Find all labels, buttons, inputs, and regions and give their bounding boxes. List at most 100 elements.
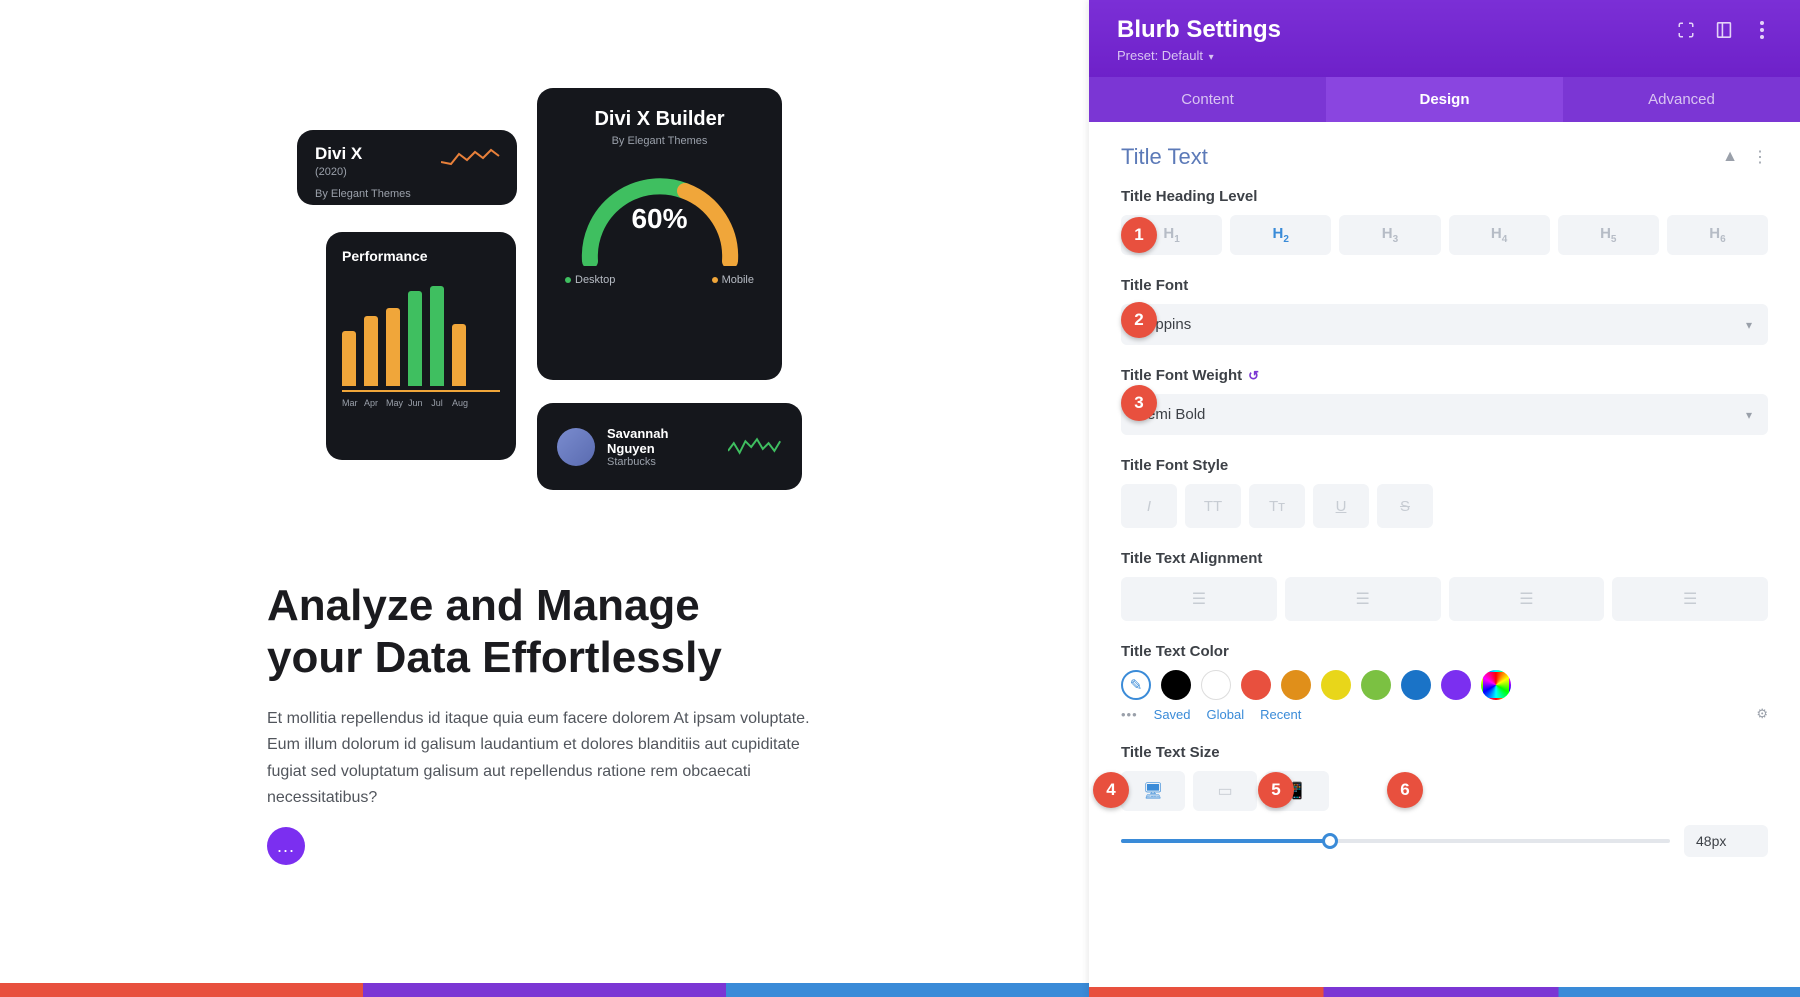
- main-heading: Analyze and Manage your Data Effortlessl…: [267, 580, 797, 684]
- panel-tabs: Content Design Advanced: [1089, 77, 1800, 122]
- more-menu-icon[interactable]: [1752, 20, 1772, 40]
- device-desktop-icon[interactable]: 🖥: [1121, 771, 1185, 811]
- step-marker-6: 6: [1387, 772, 1423, 808]
- step-marker-5: 5: [1258, 772, 1294, 808]
- main-paragraph: Et mollitia repellendus id itaque quia e…: [267, 706, 817, 812]
- title-text-size-label: Title Text Size: [1121, 744, 1768, 761]
- field-title-font-weight: Title Font Weight ↺ Semi Bold ▾: [1121, 367, 1768, 435]
- device-tablet-icon[interactable]: ▭: [1193, 771, 1257, 811]
- color-swatch-orange[interactable]: [1281, 670, 1311, 700]
- title-font-select[interactable]: Poppins ▾: [1121, 304, 1768, 345]
- saved-colors-link[interactable]: Saved: [1154, 707, 1191, 722]
- perf-bar-aug: [452, 324, 466, 386]
- left-content-block: Analyze and Manage your Data Effortlessl…: [0, 560, 1089, 865]
- panel-body: Title Text ▲ ⋮ 1 Title Heading Level H1 …: [1089, 122, 1800, 997]
- step-marker-3: 3: [1121, 385, 1157, 421]
- card-perf-title: Performance: [342, 248, 500, 264]
- align-center-icon[interactable]: ☰: [1285, 577, 1441, 621]
- more-options-button[interactable]: ...: [267, 827, 305, 865]
- expand-icon[interactable]: [1676, 20, 1696, 40]
- title-text-alignment-label: Title Text Alignment: [1121, 550, 1768, 567]
- chevron-down-icon: ▾: [1746, 318, 1752, 332]
- title-size-value[interactable]: 48px: [1684, 825, 1768, 857]
- field-title-font-style: Title Font Style I TT Tᴛ U S: [1121, 457, 1768, 528]
- global-colors-link[interactable]: Global: [1207, 707, 1245, 722]
- preset-dropdown[interactable]: Preset: Default ▾: [1117, 48, 1281, 63]
- sparkline-icon: [441, 148, 501, 170]
- underline-icon[interactable]: U: [1313, 484, 1369, 528]
- field-title-text-color: Title Text Color ✎ ••• Saved Global Rece…: [1121, 643, 1768, 722]
- color-swatch-yellow[interactable]: [1321, 670, 1351, 700]
- card-divix-by: By Elegant Themes: [315, 188, 499, 200]
- color-swatch-white[interactable]: [1201, 670, 1231, 700]
- title-font-weight-label: Title Font Weight: [1121, 367, 1242, 384]
- color-swatch-red[interactable]: [1241, 670, 1271, 700]
- title-font-label: Title Font: [1121, 277, 1768, 294]
- section-more-icon[interactable]: ⋮: [1752, 147, 1768, 167]
- title-font-weight-select[interactable]: Semi Bold ▾: [1121, 394, 1768, 435]
- hlevel-h6[interactable]: H6: [1667, 215, 1768, 255]
- slider-handle[interactable]: [1322, 833, 1338, 849]
- performance-bars-chart: [342, 282, 500, 392]
- perf-bar-jul: [430, 286, 444, 386]
- recent-colors-link[interactable]: Recent: [1260, 707, 1301, 722]
- chevron-up-icon[interactable]: ▲: [1722, 148, 1738, 166]
- desktop-dot-icon: [565, 277, 571, 283]
- reset-icon[interactable]: ↺: [1248, 368, 1259, 384]
- uppercase-icon[interactable]: TT: [1185, 484, 1241, 528]
- align-justify-icon[interactable]: ☰: [1612, 577, 1768, 621]
- tab-advanced[interactable]: Advanced: [1563, 77, 1800, 122]
- profile-company: Starbucks: [607, 456, 716, 468]
- perf-bar-may: [386, 308, 400, 386]
- hlevel-h5[interactable]: H5: [1558, 215, 1659, 255]
- step-marker-4: 4: [1093, 772, 1129, 808]
- card-builder-title: Divi X Builder: [559, 108, 760, 131]
- blurb-settings-panel: Blurb Settings Preset: Default ▾: [1089, 0, 1800, 997]
- tab-content[interactable]: Content: [1089, 77, 1326, 122]
- color-swatch-black[interactable]: [1161, 670, 1191, 700]
- capitalize-icon[interactable]: Tᴛ: [1249, 484, 1305, 528]
- field-title-text-alignment: Title Text Alignment ☰ ☰ ☰ ☰: [1121, 550, 1768, 621]
- hlevel-h3[interactable]: H3: [1339, 215, 1440, 255]
- color-swatch-rainbow[interactable]: [1481, 670, 1511, 700]
- align-right-icon[interactable]: ☰: [1449, 577, 1605, 621]
- more-colors-icon[interactable]: •••: [1121, 707, 1138, 722]
- color-settings-icon[interactable]: ⚙: [1756, 706, 1768, 722]
- gauge-chart: 60%: [575, 171, 745, 266]
- card-divi-builder: Divi X Builder By Elegant Themes 60% Des…: [537, 88, 782, 380]
- profile-name: Savannah Nguyen: [607, 426, 716, 456]
- mobile-dot-icon: [712, 277, 718, 283]
- color-swatch-green[interactable]: [1361, 670, 1391, 700]
- chevron-down-icon: ▾: [1746, 408, 1752, 422]
- chevron-down-icon: ▾: [1209, 52, 1214, 63]
- heading-level-label: Title Heading Level: [1121, 188, 1768, 205]
- left-bottom-bars: [0, 983, 1089, 997]
- title-font-style-label: Title Font Style: [1121, 457, 1768, 474]
- gauge-labels: Desktop Mobile: [559, 274, 760, 286]
- hlevel-h2[interactable]: H2: [1230, 215, 1331, 255]
- hlevel-h4[interactable]: H4: [1449, 215, 1550, 255]
- preview-cards-wrap: Divi X (2020) By Elegant Themes Divi X B…: [0, 0, 1089, 560]
- title-text-color-label: Title Text Color: [1121, 643, 1768, 660]
- sparkline-icon: [728, 437, 782, 457]
- strikethrough-icon[interactable]: S: [1377, 484, 1433, 528]
- panel-title: Blurb Settings: [1117, 16, 1281, 44]
- field-heading-level: Title Heading Level H1 H2 H3 H4 H5 H6: [1121, 188, 1768, 255]
- panel-layout-icon[interactable]: [1714, 20, 1734, 40]
- color-swatch-blue[interactable]: [1401, 670, 1431, 700]
- field-title-text-size: Title Text Size 4 5 6 🖥 ▭ 📱 48px: [1121, 744, 1768, 857]
- step-marker-1: 1: [1121, 217, 1157, 253]
- color-swatch-purple[interactable]: [1441, 670, 1471, 700]
- title-size-slider[interactable]: [1121, 839, 1670, 843]
- perf-bar-apr: [364, 316, 378, 386]
- card-profile: Savannah Nguyen Starbucks: [537, 403, 802, 490]
- tab-design[interactable]: Design: [1326, 77, 1563, 122]
- performance-bar-labels: Mar Apr May Jun Jul Aug: [342, 398, 500, 408]
- color-swatch-eyedropper[interactable]: ✎: [1121, 670, 1151, 700]
- italic-icon[interactable]: I: [1121, 484, 1177, 528]
- align-left-icon[interactable]: ☰: [1121, 577, 1277, 621]
- divi-preview-panel: Divi X (2020) By Elegant Themes Divi X B…: [0, 0, 1089, 997]
- profile-text: Savannah Nguyen Starbucks: [607, 426, 716, 468]
- perf-bar-mar: [342, 331, 356, 386]
- panel-header: Blurb Settings Preset: Default ▾: [1089, 0, 1800, 77]
